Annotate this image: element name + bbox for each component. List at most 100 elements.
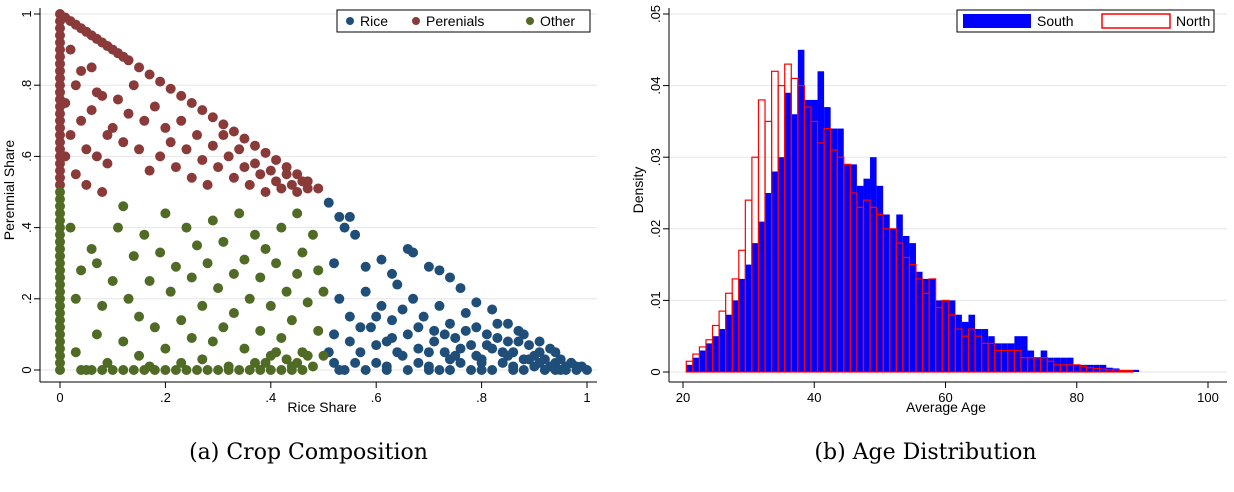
data-point	[55, 229, 65, 240]
data-point	[297, 247, 308, 258]
data-point	[471, 350, 482, 361]
data-point	[260, 357, 271, 368]
data-point	[139, 229, 150, 240]
data-point	[234, 365, 245, 375]
data-point	[555, 365, 566, 375]
data-point	[170, 162, 181, 173]
data-point	[91, 258, 102, 269]
data-point	[466, 340, 477, 351]
data-point	[55, 293, 65, 304]
histogram-bar	[968, 314, 976, 372]
data-point	[70, 80, 81, 91]
data-point	[455, 283, 466, 294]
data-point	[524, 354, 535, 365]
data-point	[355, 347, 366, 358]
data-point	[228, 126, 239, 137]
data-point	[260, 147, 271, 158]
data-point	[128, 365, 139, 375]
data-point	[76, 365, 87, 375]
data-point	[534, 357, 545, 368]
data-point	[55, 130, 65, 141]
series-other	[55, 187, 329, 375]
y-tick-label: 1	[19, 10, 34, 17]
data-point	[487, 304, 498, 315]
series-north	[685, 63, 1134, 373]
data-point	[123, 108, 134, 119]
data-point	[55, 251, 65, 262]
data-point	[402, 365, 413, 375]
histogram-bar	[771, 171, 779, 372]
histogram-bar	[922, 278, 930, 372]
data-point	[249, 229, 260, 240]
data-point	[55, 208, 65, 219]
data-point	[545, 361, 556, 372]
data-point	[107, 365, 118, 375]
data-point	[350, 229, 361, 240]
data-point	[292, 357, 303, 368]
legend-swatch	[963, 14, 1031, 28]
data-point	[55, 215, 65, 226]
histogram-bar	[784, 92, 792, 372]
data-point	[297, 365, 308, 375]
histogram-bar	[830, 128, 838, 372]
legend-label: Other	[540, 13, 575, 29]
data-point	[55, 236, 65, 247]
data-point	[387, 268, 398, 279]
data-point	[502, 318, 513, 329]
data-point	[207, 215, 218, 226]
data-point	[334, 293, 345, 304]
chart-b-legend: South North	[956, 9, 1215, 33]
histogram-bar	[1040, 350, 1048, 372]
data-point	[276, 222, 287, 233]
histogram-bar	[712, 336, 720, 372]
data-point	[492, 332, 503, 343]
histogram-bar	[732, 300, 739, 372]
data-point	[65, 44, 76, 55]
x-tick-label: .2	[160, 390, 171, 405]
data-point	[228, 268, 239, 279]
chart-b-caption: (b) Age Distribution	[814, 440, 1037, 465]
data-point	[444, 272, 455, 283]
data-point	[149, 365, 160, 375]
data-point	[318, 286, 329, 297]
x-tick-label: 20	[676, 390, 690, 405]
data-point	[497, 357, 508, 368]
data-point	[313, 325, 324, 336]
data-point	[60, 151, 71, 162]
histogram-bar	[843, 164, 851, 372]
crop-composition-chart: Perennial Share Rice Share 0 .2 .4 .6 .8 1 0 .2…	[1, 8, 597, 415]
y-tick-label: .01	[648, 291, 663, 309]
data-point	[276, 365, 287, 375]
data-point	[155, 247, 166, 258]
data-point	[97, 187, 108, 197]
histogram-bar	[902, 235, 910, 372]
data-point	[118, 137, 129, 148]
data-point	[429, 336, 440, 347]
data-point	[387, 332, 398, 343]
data-point	[192, 365, 203, 375]
histogram-bar	[758, 221, 766, 372]
data-point	[55, 201, 65, 212]
data-point	[244, 365, 255, 375]
data-point	[249, 357, 260, 368]
histogram-bar	[725, 314, 733, 372]
data-point	[471, 322, 482, 333]
histogram-bar	[948, 300, 956, 372]
data-point	[423, 365, 434, 375]
histogram-bar	[961, 321, 969, 372]
data-point	[97, 300, 108, 311]
data-point	[81, 179, 92, 190]
x-tick-label: .8	[476, 390, 487, 405]
data-point	[55, 51, 65, 62]
data-point	[55, 315, 65, 326]
histogram-bar	[1073, 364, 1081, 372]
data-point	[186, 332, 197, 343]
data-point	[55, 44, 65, 55]
data-point	[55, 286, 65, 297]
data-point	[450, 332, 461, 343]
data-point	[239, 162, 250, 173]
data-point	[255, 169, 266, 180]
data-point	[55, 37, 65, 48]
histogram-bar	[1132, 369, 1140, 372]
data-point	[181, 222, 192, 233]
